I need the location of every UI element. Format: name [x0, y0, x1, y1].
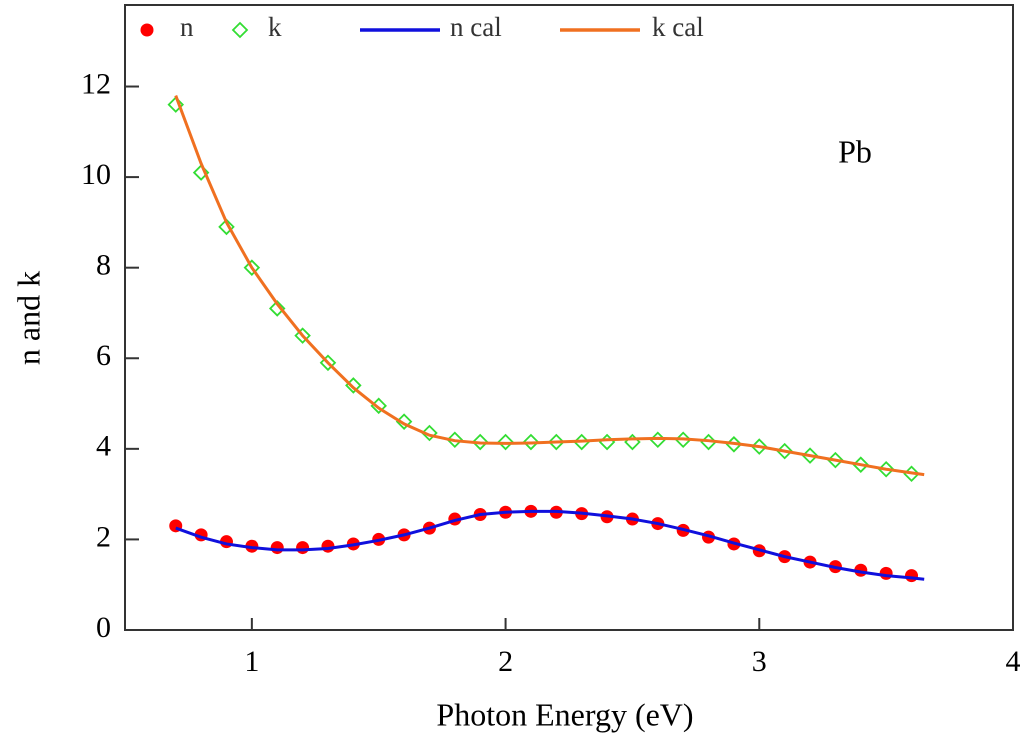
- point: [446, 431, 464, 449]
- legend-marker: [231, 21, 249, 39]
- point: [905, 569, 919, 583]
- point: [522, 433, 540, 451]
- point: [421, 424, 438, 442]
- point: [598, 433, 616, 451]
- y-tick-label: 4: [96, 430, 111, 463]
- y-tick-label: 12: [81, 67, 111, 100]
- y-tick-label: 6: [96, 339, 111, 372]
- point: [751, 438, 768, 455]
- annotation: Pb: [838, 133, 872, 169]
- fit-line: [175, 509, 925, 581]
- y-axis-label: n and k: [10, 271, 46, 365]
- plot-frame: [124, 4, 1014, 631]
- legend-label: n cal: [450, 12, 502, 42]
- x-tick-label: 3: [752, 645, 767, 678]
- x-tick-label: 1: [244, 645, 259, 678]
- legend-label: n: [180, 12, 194, 42]
- point: [321, 539, 335, 553]
- point: [243, 259, 261, 276]
- point: [192, 164, 210, 181]
- y-tick-label: 2: [96, 520, 111, 553]
- y-tick-label: 10: [81, 158, 111, 191]
- point: [497, 433, 514, 451]
- x-tick-label: 2: [498, 645, 513, 678]
- legend-label: k cal: [652, 12, 704, 42]
- point: [296, 541, 310, 555]
- point: [294, 327, 311, 344]
- x-axis-label: Photon Energy (eV): [436, 696, 693, 732]
- legend-marker: [140, 23, 154, 37]
- point: [548, 433, 565, 451]
- point: [268, 300, 286, 317]
- point: [167, 96, 185, 113]
- legend-label: k: [268, 12, 282, 42]
- point: [270, 541, 284, 555]
- point: [471, 433, 489, 451]
- y-tick-label: 0: [96, 611, 111, 644]
- point: [319, 354, 337, 372]
- point: [624, 433, 641, 451]
- y-tick-label: 8: [96, 249, 111, 282]
- fit-line: [174, 95, 925, 477]
- x-tick-label: 4: [1006, 645, 1020, 678]
- point: [879, 566, 893, 580]
- point: [218, 218, 235, 236]
